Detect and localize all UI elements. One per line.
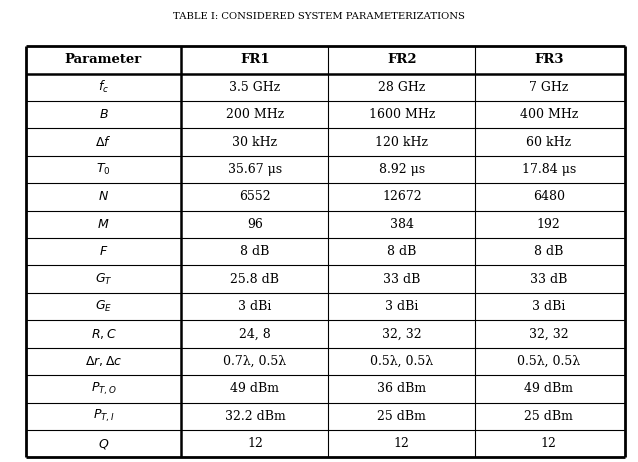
Text: 25 dBm: 25 dBm — [524, 410, 573, 423]
Text: 96: 96 — [247, 218, 263, 231]
Text: 6552: 6552 — [239, 190, 271, 203]
Text: 3 dBi: 3 dBi — [238, 300, 272, 313]
Text: $T_0$: $T_0$ — [96, 162, 111, 177]
Text: 3.5 GHz: 3.5 GHz — [229, 81, 281, 94]
Text: 32, 32: 32, 32 — [382, 328, 422, 340]
Text: 60 kHz: 60 kHz — [526, 136, 572, 149]
Text: 8 dB: 8 dB — [534, 245, 563, 258]
Text: 12672: 12672 — [382, 190, 422, 203]
Text: 49 dBm: 49 dBm — [524, 383, 574, 395]
Text: $B$: $B$ — [99, 108, 108, 121]
Text: Parameter: Parameter — [65, 54, 142, 67]
Text: $\Delta r, \Delta c$: $\Delta r, \Delta c$ — [85, 354, 122, 368]
Text: 33 dB: 33 dB — [383, 273, 420, 286]
Text: 0.7λ, 0.5λ: 0.7λ, 0.5λ — [223, 355, 286, 368]
Text: $N$: $N$ — [98, 190, 109, 203]
Text: 200 MHz: 200 MHz — [226, 108, 284, 121]
Text: 8 dB: 8 dB — [241, 245, 270, 258]
Text: 36 dBm: 36 dBm — [377, 383, 426, 395]
Text: 12: 12 — [394, 437, 410, 450]
Text: 25 dBm: 25 dBm — [378, 410, 426, 423]
Text: 3 dBi: 3 dBi — [532, 300, 565, 313]
Text: $\Delta f$: $\Delta f$ — [95, 135, 112, 149]
Text: 12: 12 — [247, 437, 263, 450]
Text: 400 MHz: 400 MHz — [519, 108, 578, 121]
Text: 32, 32: 32, 32 — [529, 328, 568, 340]
Text: FR3: FR3 — [534, 54, 563, 67]
Text: 12: 12 — [541, 437, 557, 450]
Text: 0.5λ, 0.5λ: 0.5λ, 0.5λ — [370, 355, 433, 368]
Text: 33 dB: 33 dB — [530, 273, 567, 286]
Text: 1600 MHz: 1600 MHz — [369, 108, 435, 121]
Text: $M$: $M$ — [97, 218, 110, 231]
Text: 192: 192 — [537, 218, 561, 231]
Text: $R, C$: $R, C$ — [91, 327, 116, 341]
Text: FR1: FR1 — [240, 54, 270, 67]
Text: 49 dBm: 49 dBm — [230, 383, 279, 395]
Text: 384: 384 — [390, 218, 414, 231]
Text: $P_{T,O}$: $P_{T,O}$ — [91, 381, 116, 397]
Text: $f_c$: $f_c$ — [98, 79, 109, 95]
Text: 0.5λ, 0.5λ: 0.5λ, 0.5λ — [517, 355, 581, 368]
Text: 24, 8: 24, 8 — [239, 328, 271, 340]
Text: 8.92 μs: 8.92 μs — [379, 163, 425, 176]
Text: 28 GHz: 28 GHz — [378, 81, 426, 94]
Text: 30 kHz: 30 kHz — [232, 136, 278, 149]
Text: FR2: FR2 — [387, 54, 417, 67]
Text: $F$: $F$ — [99, 245, 108, 258]
Text: 35.67 μs: 35.67 μs — [228, 163, 282, 176]
Text: $P_{T,I}$: $P_{T,I}$ — [93, 408, 114, 425]
Text: 32.2 dBm: 32.2 dBm — [225, 410, 285, 423]
Text: TABLE I: CONSIDERED SYSTEM PARAMETERIZATIONS: TABLE I: CONSIDERED SYSTEM PARAMETERIZAT… — [173, 12, 465, 20]
Text: 7 GHz: 7 GHz — [529, 81, 568, 94]
Text: $G_T$: $G_T$ — [94, 272, 112, 287]
Text: 17.84 μs: 17.84 μs — [522, 163, 576, 176]
Text: 120 kHz: 120 kHz — [375, 136, 428, 149]
Text: 3 dBi: 3 dBi — [385, 300, 419, 313]
Text: 25.8 dB: 25.8 dB — [230, 273, 279, 286]
Text: $G_E$: $G_E$ — [95, 299, 112, 314]
Text: 8 dB: 8 dB — [387, 245, 417, 258]
Text: 6480: 6480 — [533, 190, 565, 203]
Text: $Q$: $Q$ — [98, 437, 109, 450]
